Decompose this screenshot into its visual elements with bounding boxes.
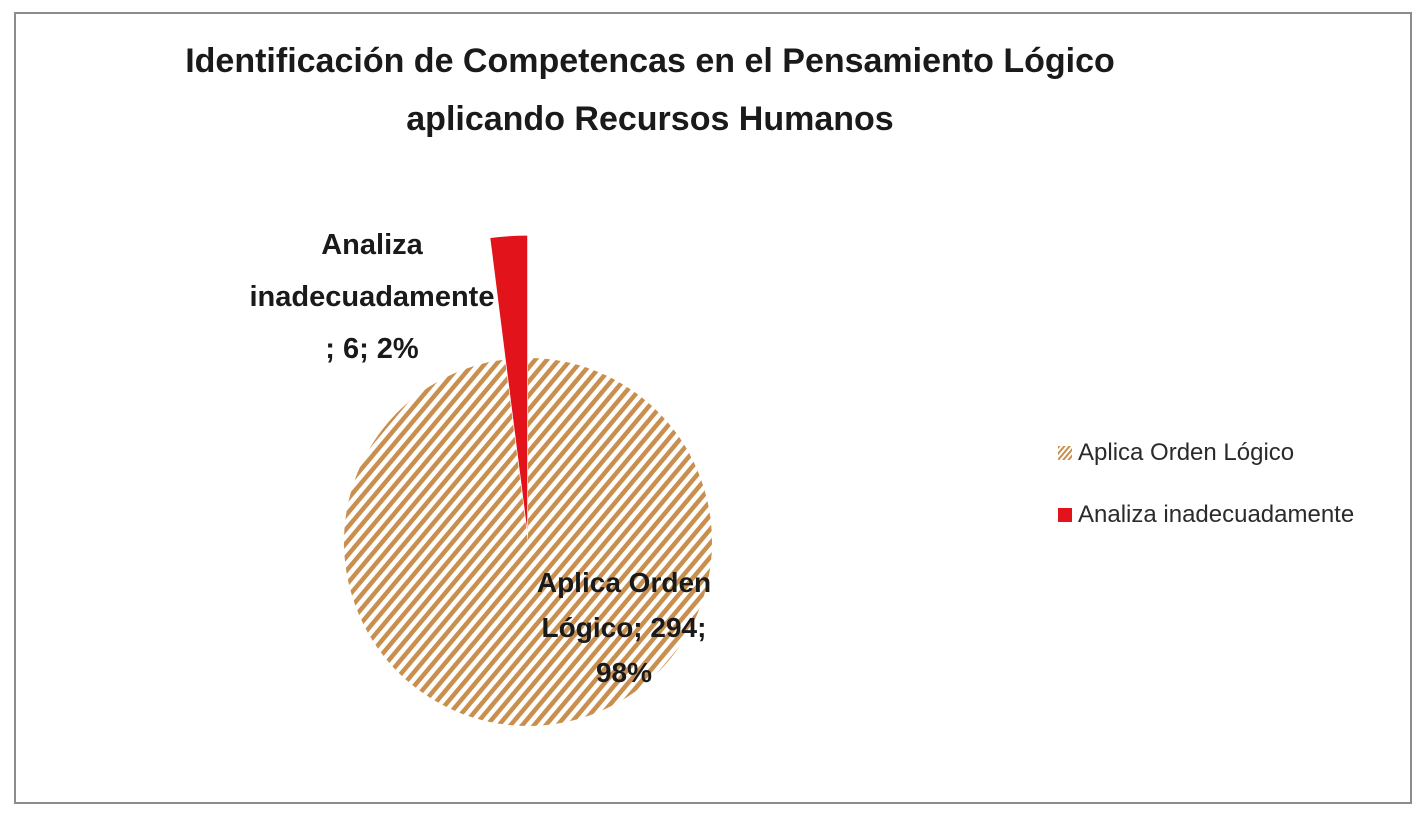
legend-swatch-hatched (1058, 446, 1072, 460)
legend-item-analiza-inadecuadamente: Analiza inadecuadamente (1058, 498, 1354, 532)
chart-frame (14, 12, 1412, 804)
pie-labels: Aplica Orden Lógico; 294; 98% Analiza inadec… (250, 229, 712, 688)
chart-title-line-2: aplicando Recursos Humanos (406, 100, 894, 138)
data-label-analiza-inadecuadamente: Analiza inadecuadamente; 6; 2% (250, 229, 495, 365)
pie-slices (343, 235, 712, 727)
legend-item-aplica-orden-logico: Aplica Orden Lógico (1058, 436, 1354, 470)
chart-title: Identificación de Competencas en el Pens… (100, 32, 1200, 148)
legend-swatch-red (1058, 508, 1072, 522)
data-label-aplica-orden-logico: Aplica Orden Lógico; 294; 98% (537, 567, 711, 688)
legend: Aplica Orden Lógico Analiza inadecuadame… (1058, 436, 1354, 560)
pie-slice-aplica-orden-logico (343, 358, 712, 727)
legend-label: Aplica Orden Lógico (1078, 439, 1295, 466)
legend-label: Analiza inadecuadamente (1078, 501, 1355, 528)
chart-title-line-1: Identificación de Competencas en el Pens… (185, 42, 1115, 80)
pie-slice-analiza-inadecuadamente (490, 235, 528, 531)
